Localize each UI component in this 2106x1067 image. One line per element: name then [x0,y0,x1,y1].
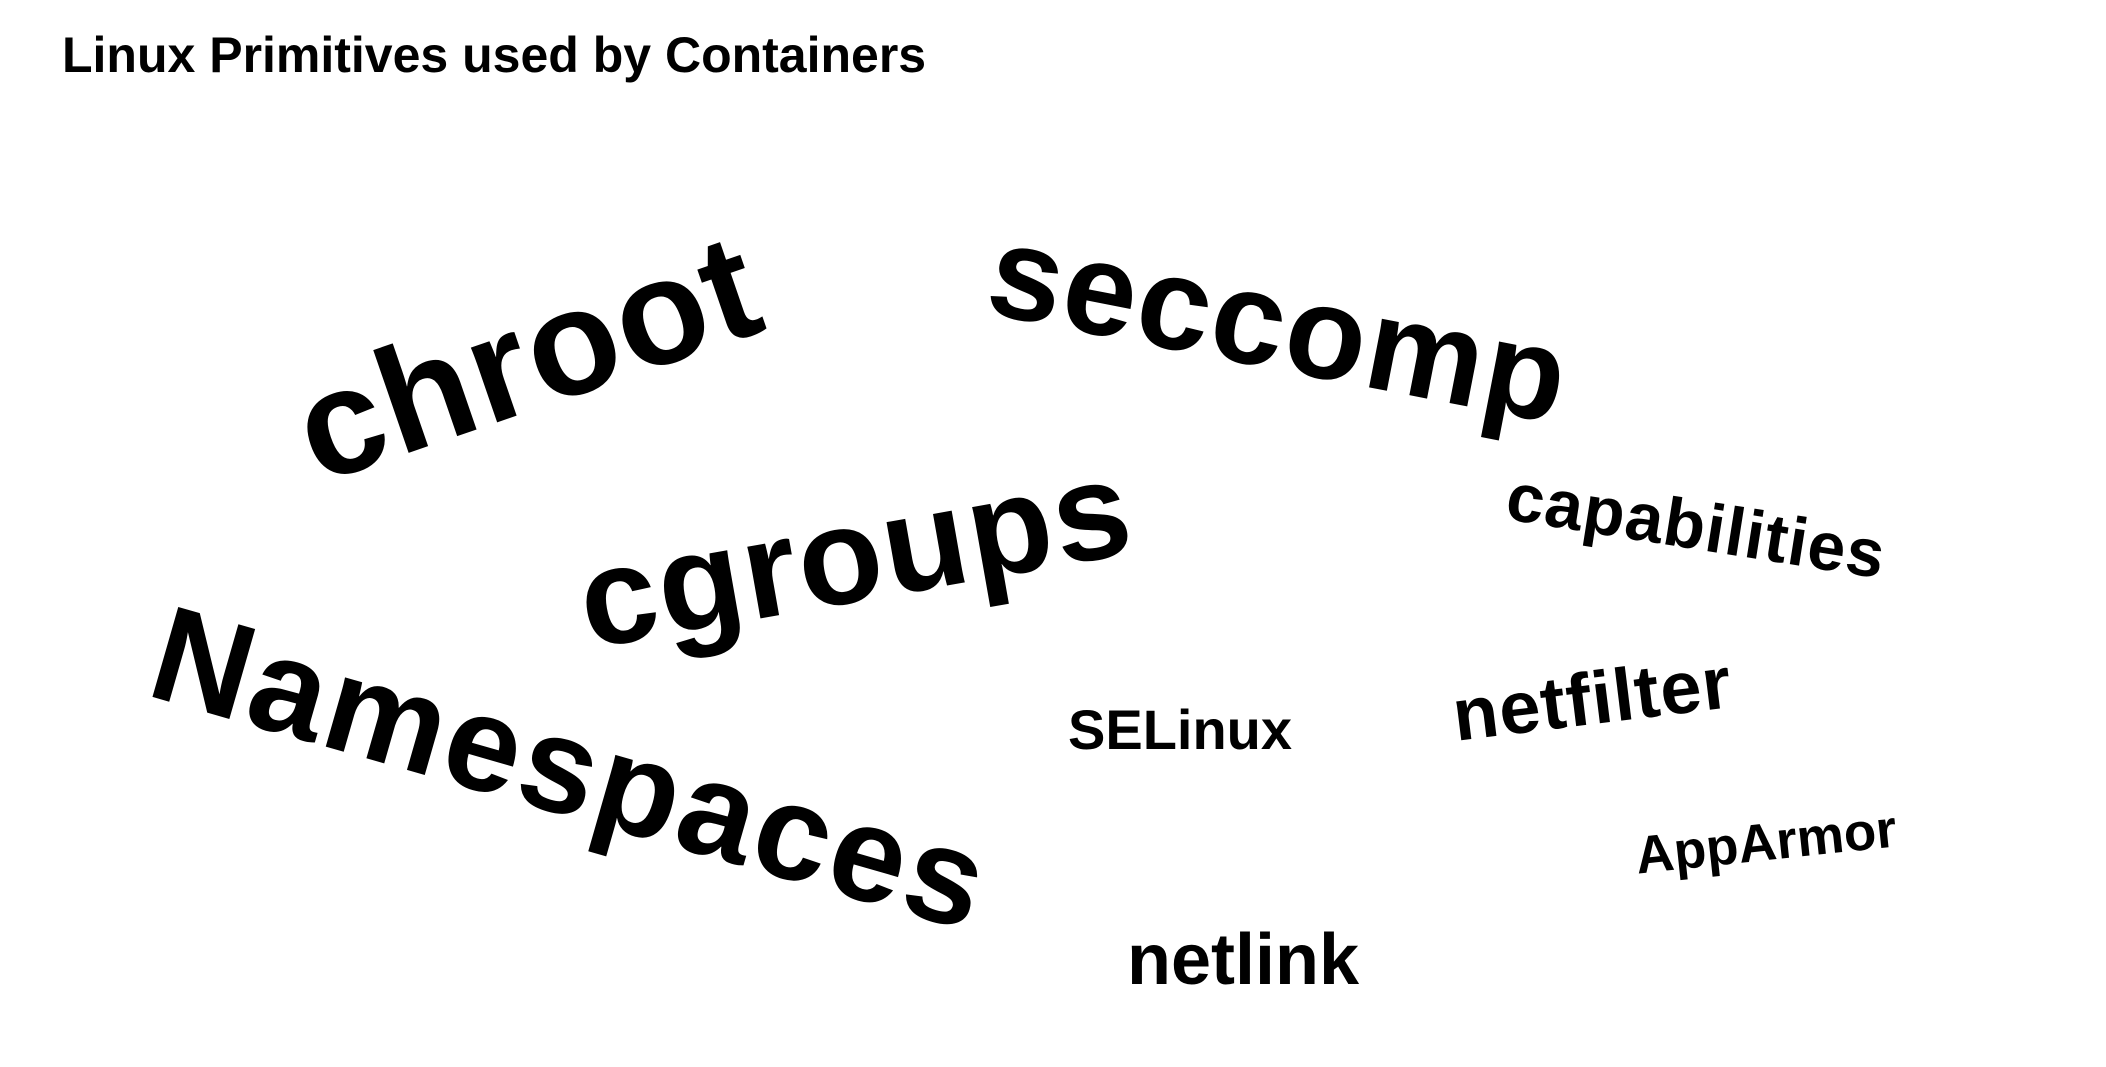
word-namespaces: Namespaces [135,576,1006,960]
word-capabilities: capabilities [1501,458,1891,594]
word-apparmor: AppArmor [1632,799,1900,886]
word-seccomp: seccomp [977,195,1582,452]
word-selinux: SELinux [1068,698,1293,761]
word-netlink: netlink [1127,920,1360,1000]
word-chroot: chroot [273,199,781,515]
word-cgroups: cgroups [566,429,1144,679]
slide-title: Linux Primitives used by Containers [62,27,927,83]
word-netfilter: netfilter [1447,640,1737,757]
